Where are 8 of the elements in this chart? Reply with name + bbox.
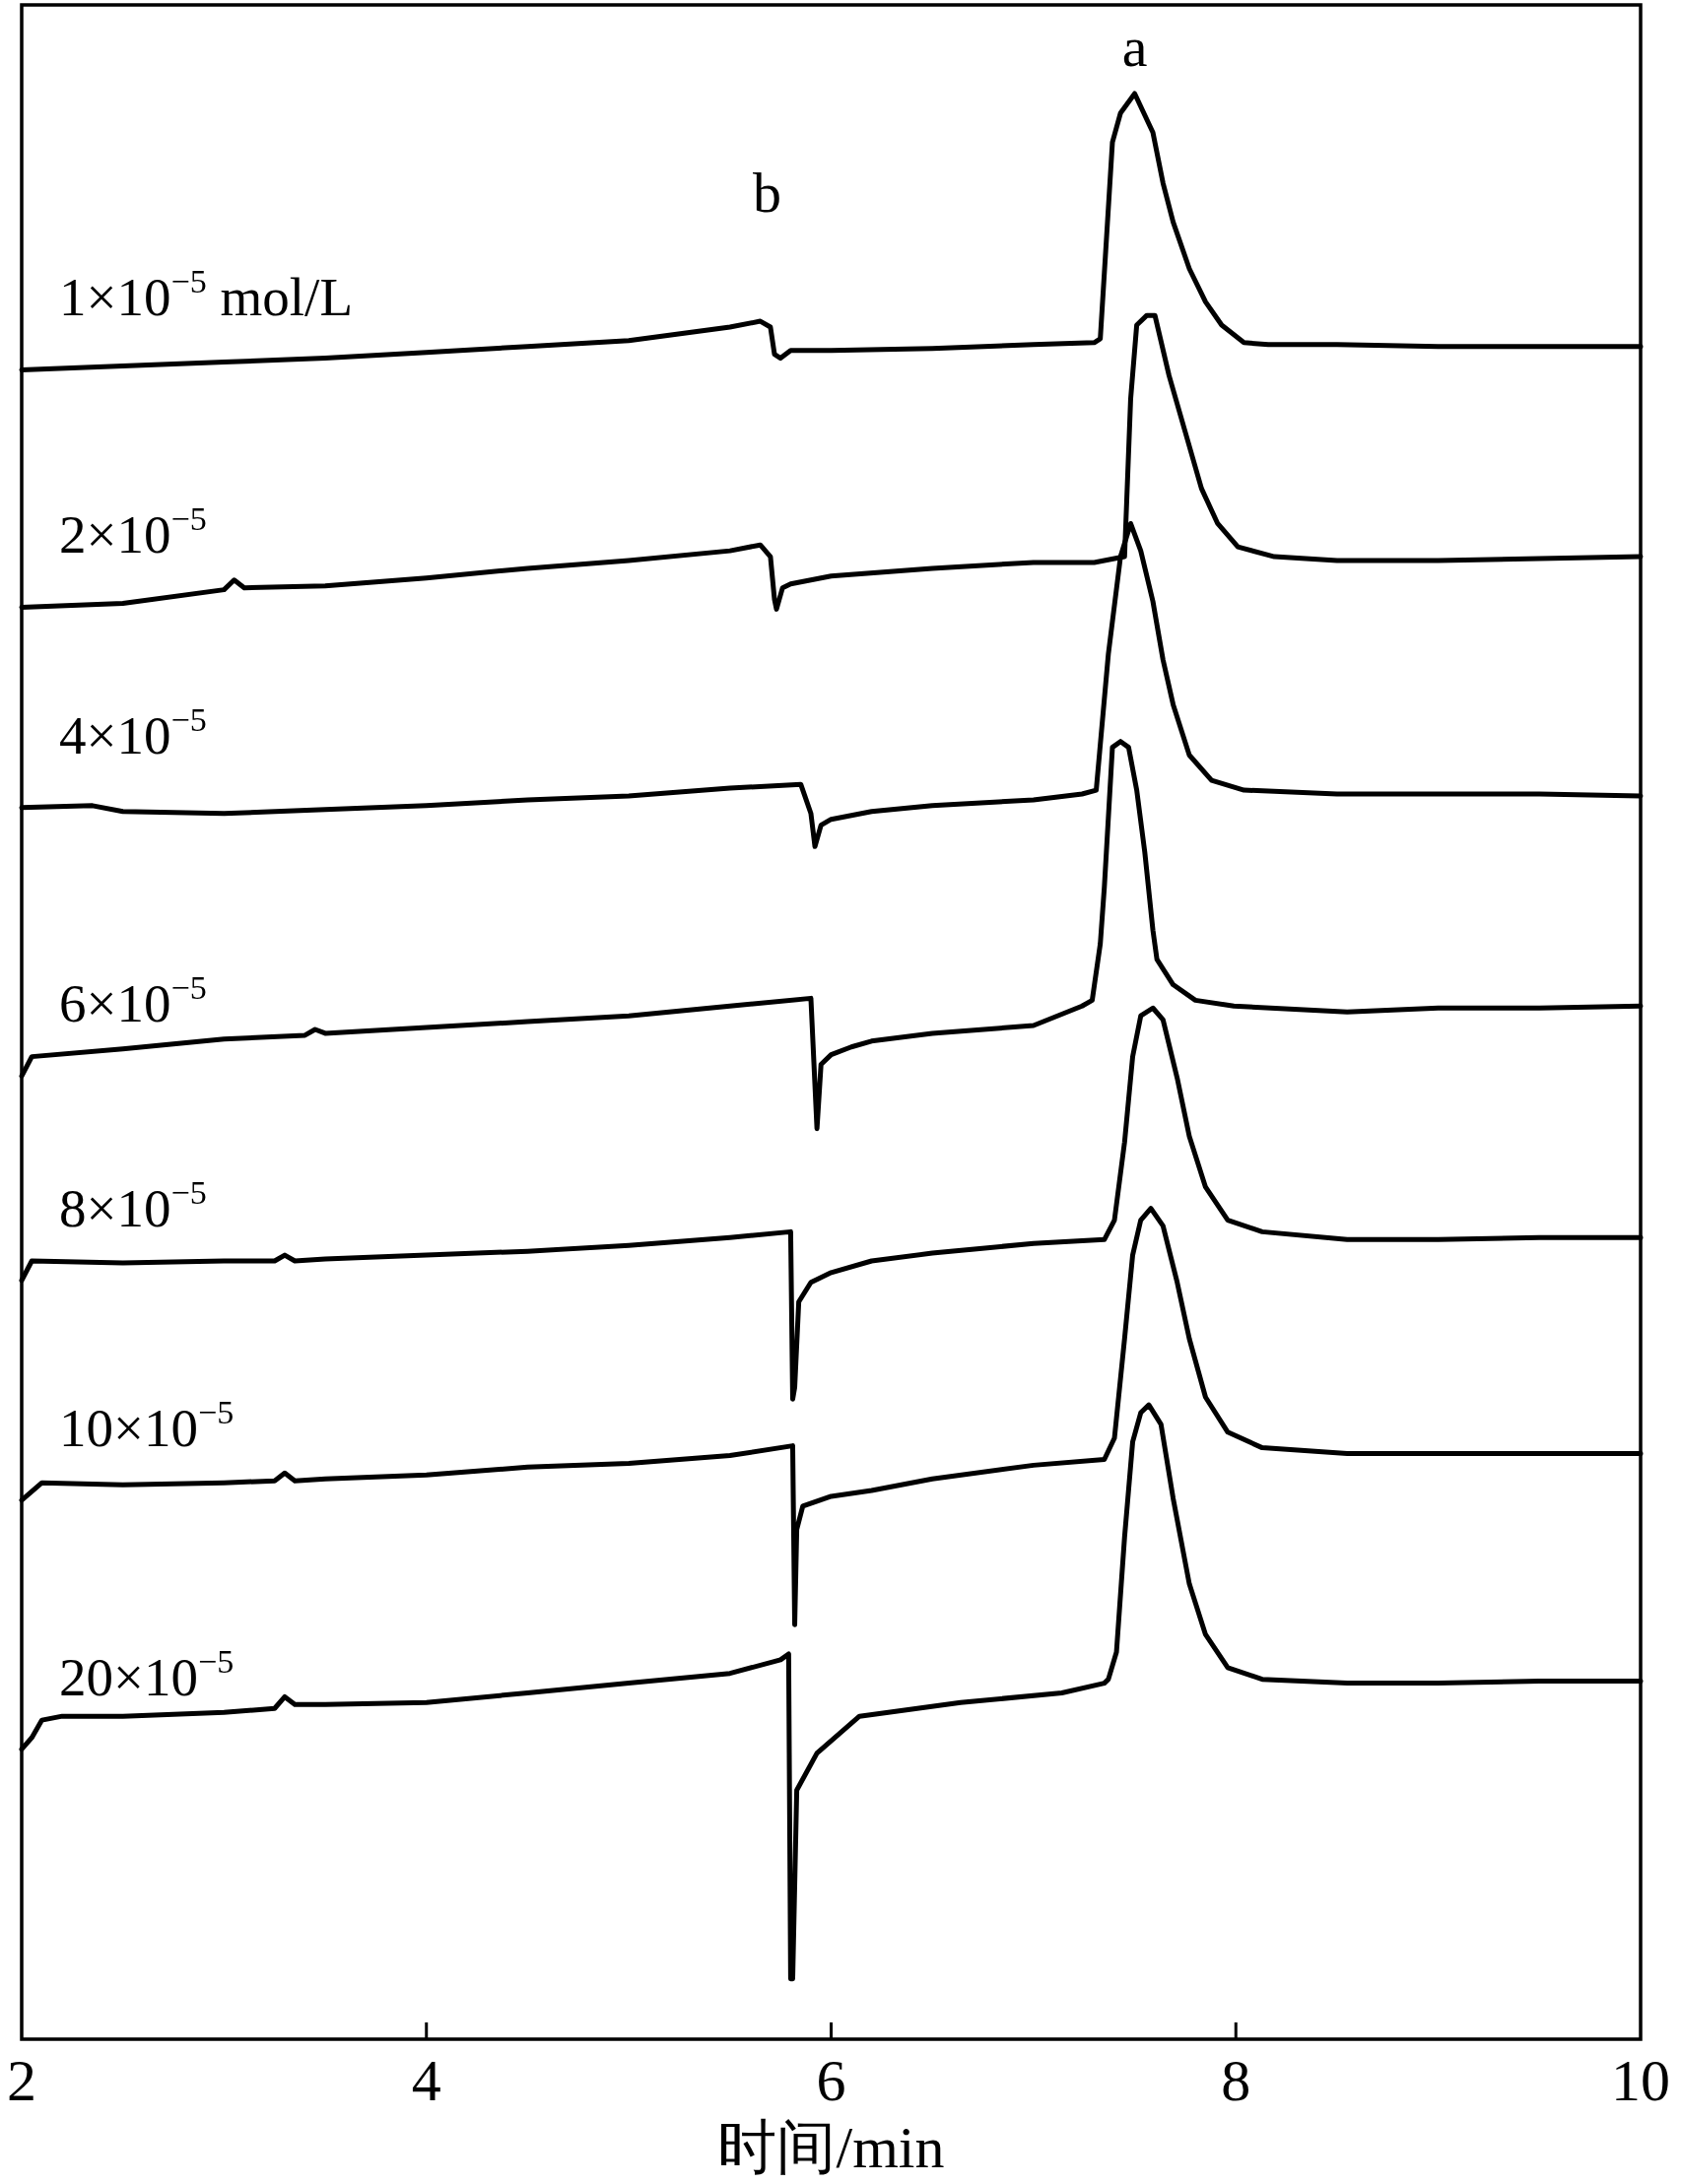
x-label: 时间/min xyxy=(717,2115,945,2180)
annotation: a xyxy=(1121,15,1148,79)
x-tick-label: 4 xyxy=(411,2048,441,2113)
annotation: b xyxy=(753,161,782,225)
x-tick-label: 2 xyxy=(7,2048,36,2113)
x-tick-label: 10 xyxy=(1611,2048,1670,2113)
x-tick-label: 8 xyxy=(1221,2048,1251,2113)
x-tick-label: 6 xyxy=(816,2048,846,2113)
